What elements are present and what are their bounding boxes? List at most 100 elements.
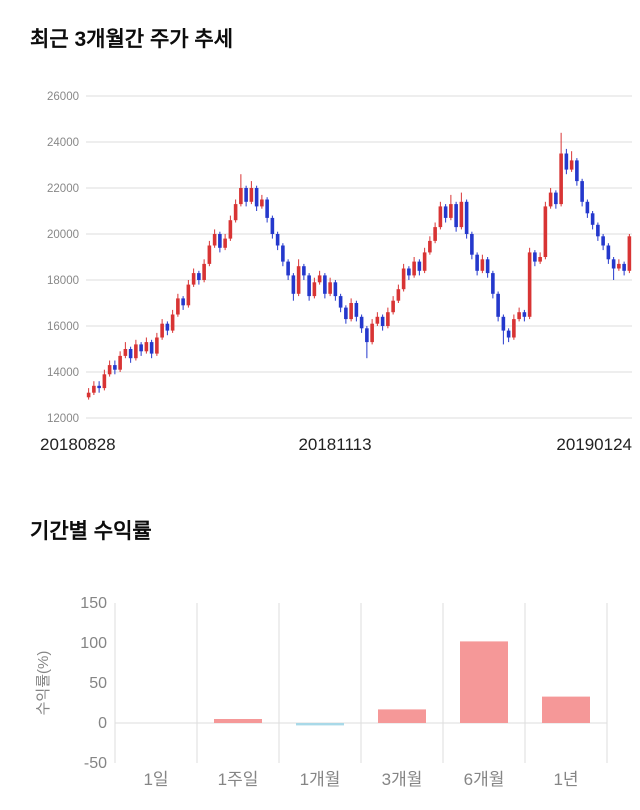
return-bar [296,723,344,726]
candle-body [375,316,380,324]
return-bar [378,709,426,723]
candle-body [496,293,500,317]
candle-body [317,275,322,283]
candle-body [286,261,290,276]
candle-body [228,220,233,239]
candle-body [239,188,243,205]
candle-body [370,323,374,343]
candle-body [165,323,170,331]
candle-body [181,298,185,306]
x-date-label-end: 20190124 [556,435,632,454]
candle-body [113,365,117,370]
candle-body [149,342,154,354]
candle-body [501,316,506,331]
candle-body [522,312,527,317]
candle-body [622,263,626,271]
candle-body [123,349,128,356]
candle-body [611,259,616,269]
category-label: 3개월 [382,770,423,789]
candle-body [527,252,532,317]
candle-body [333,282,338,297]
y-tick-label: 100 [80,635,107,652]
candle-body [564,153,569,170]
candle-body [548,192,553,207]
candle-chart-gridlines [86,95,632,419]
candle-body [470,234,474,255]
candle-body [249,188,254,202]
candle-body [543,206,548,257]
candle-body [233,204,238,221]
candle-body [590,213,595,225]
category-label: 1개월 [300,770,341,789]
return-bar [460,641,508,723]
candle-body [454,204,458,228]
candle-body [391,300,395,313]
candle-body [512,319,516,338]
y-tick-label: 12000 [47,413,79,425]
candle-body [202,263,206,280]
bar-series [214,641,590,726]
candle-body [506,330,511,338]
candle-body [601,236,605,246]
y-tick-label: 24000 [47,137,79,149]
candle-body [170,314,175,331]
candle-body [307,275,311,297]
candle-body [422,252,427,271]
candle-body [354,303,359,317]
candle-body [186,284,191,306]
candle-series [86,132,632,400]
candle-body [449,204,453,218]
candle-body [107,365,112,375]
candle-body [480,259,485,271]
candle-body [260,199,264,207]
category-label: 1년 [553,770,578,789]
candle-body [144,342,149,352]
bar-chart-gridlines [114,603,608,763]
candle-body [401,268,406,290]
y-tick-label: 20000 [47,229,79,241]
bar-chart-ytick-labels: 150 100 50 0 -50 [80,595,107,772]
candle-body [517,312,521,320]
candle-body [191,273,196,285]
candle-body [155,337,159,354]
candle-chart-ytick-labels: 12000 14000 16000 18000 20000 22000 24000 26000 [47,91,79,425]
candle-body [554,192,558,205]
candle-body [218,234,222,248]
candlestick-chart: 12000 14000 16000 18000 20000 22000 24000 26000… [40,91,632,454]
candle-body [617,263,621,269]
category-label: 6개월 [464,770,505,789]
return-bar [214,719,262,723]
candle-body [438,206,443,228]
candle-body [407,268,411,276]
candle-body [596,224,600,237]
candle-body [176,298,180,315]
candle-body [585,201,590,214]
y-tick-label: 50 [89,675,107,692]
y-tick-label: 16000 [47,321,79,333]
candle-body [212,234,217,246]
candle-body [92,385,96,393]
candle-body [302,266,306,276]
y-tick-label: 26000 [47,91,79,103]
candle-body [223,238,227,248]
candle-body [491,273,495,294]
candle-body [197,273,201,280]
returns-chart-title: 기간별 수익률 [30,520,152,543]
candle-body [323,275,327,294]
candle-body [338,296,343,308]
y-tick-label: 22000 [47,183,79,195]
candle-body [417,261,422,271]
return-bar [542,696,590,723]
candle-body [533,252,537,262]
candle-body [344,307,348,320]
candle-body [627,236,632,271]
candle-body [396,289,401,301]
candle-body [349,303,353,320]
candle-body [433,227,437,241]
bar-chart-ylabel: 수익률(%) [35,651,52,716]
x-date-label-mid: 20181113 [298,435,371,454]
candle-body [97,385,101,389]
candle-body [118,355,122,370]
candle-body [296,266,301,294]
candle-body [359,316,364,329]
